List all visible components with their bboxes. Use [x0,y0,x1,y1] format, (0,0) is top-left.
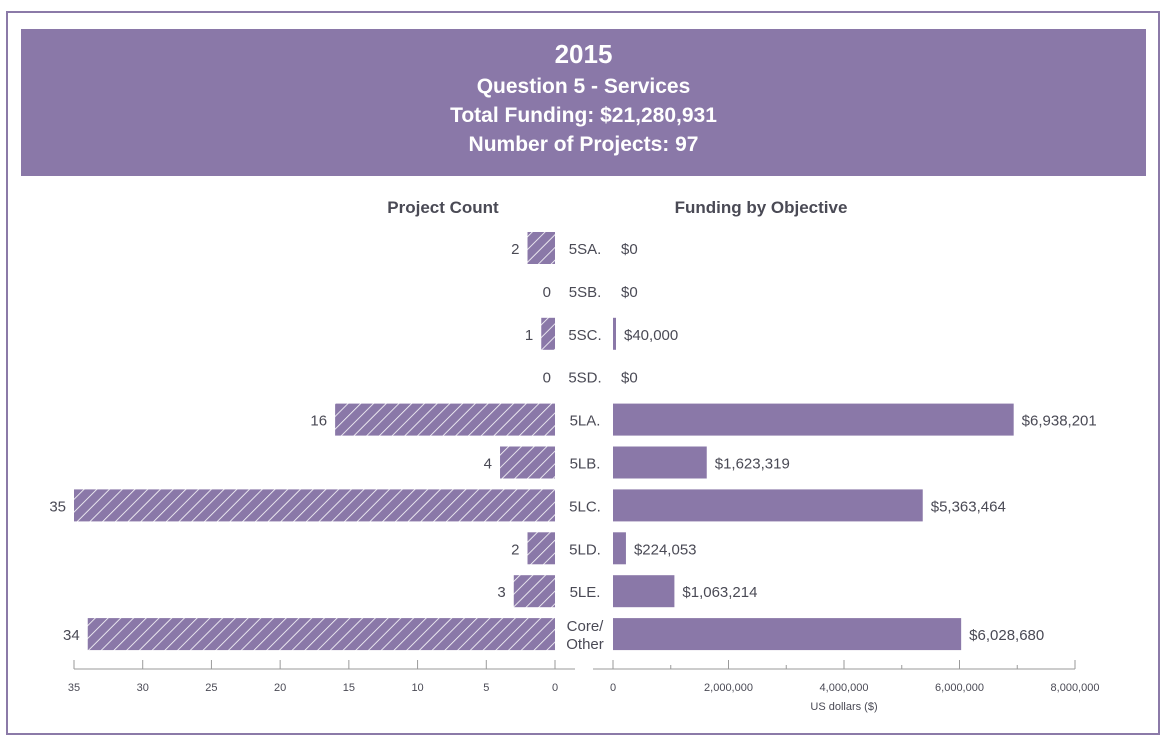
funding-label: $1,623,319 [715,456,790,473]
category-label: 5SA. [569,241,602,258]
funding-label: $6,938,201 [1022,413,1097,430]
count-label: 2 [511,541,519,558]
count-tick-label: 15 [343,682,355,694]
total-funding: Total Funding: $21,280,931 [450,104,717,127]
number-of-projects: Number of Projects: 97 [468,133,699,156]
count-label: 35 [49,498,66,515]
funding-axis-title: US dollars ($) [810,701,877,713]
funding-label: $0 [621,284,638,301]
count-tick-label: 30 [137,682,149,694]
funding-tick-label: 6,000,000 [935,682,984,694]
count-label: 4 [484,456,492,473]
funding-label: $224,053 [634,541,697,558]
chart-question: Question 5 - Services [476,75,691,98]
funding-bar [613,317,616,350]
count-bar [87,618,555,651]
count-bar [541,317,555,350]
count-bar [513,575,555,608]
funding-bar [613,618,962,651]
funding-bar [613,489,923,522]
chart-header: 2015 Question 5 - Services Total Funding… [21,29,1146,176]
count-tick-label: 25 [205,682,217,694]
count-tick-label: 20 [274,682,286,694]
category-label: 5SB. [569,284,602,301]
funding-bar [613,575,675,608]
count-bar [74,489,555,522]
category-label: 5LA. [570,413,601,430]
category-label: Other [566,636,604,653]
category-label: 5LB. [570,456,601,473]
funding-title: Funding by Objective [675,198,848,217]
count-label: 0 [543,370,551,387]
count-label: 2 [511,241,519,258]
count-bar [527,232,555,264]
funding-tick-label: 4,000,000 [820,682,869,694]
chart-year: 2015 [554,39,613,69]
funding-label: $1,063,214 [682,584,757,601]
funding-bar [613,532,626,565]
funding-tick-label: 0 [610,682,616,694]
count-tick-label: 0 [552,682,558,694]
category-label: 5LE. [570,584,601,601]
category-label: 5SD. [568,370,601,387]
funding-label: $5,363,464 [931,498,1006,515]
count-label: 34 [63,627,80,644]
count-bar [527,532,555,565]
funding-bar [613,446,707,479]
funding-label: $0 [621,370,638,387]
count-bar [335,403,555,436]
count-tick-label: 35 [68,682,80,694]
funding-label: $6,028,680 [969,627,1044,644]
count-label: 0 [543,284,551,301]
count-tick-label: 5 [483,682,489,694]
category-label: Core/ [567,618,605,635]
count-label: 16 [310,413,327,430]
category-label: 5LD. [569,541,601,558]
funding-label: $40,000 [624,327,678,344]
funding-tick-label: 8,000,000 [1051,682,1100,694]
count-label: 3 [497,584,505,601]
count-bar [500,446,555,479]
category-label: 5LC. [569,498,601,515]
category-label: 5SC. [568,327,601,344]
funding-label: $0 [621,241,638,258]
project-count-title: Project Count [387,198,499,217]
count-label: 1 [525,327,533,344]
funding-bar [613,403,1014,436]
funding-tick-label: 2,000,000 [704,682,753,694]
count-tick-label: 10 [411,682,423,694]
chart-frame [6,11,1160,735]
